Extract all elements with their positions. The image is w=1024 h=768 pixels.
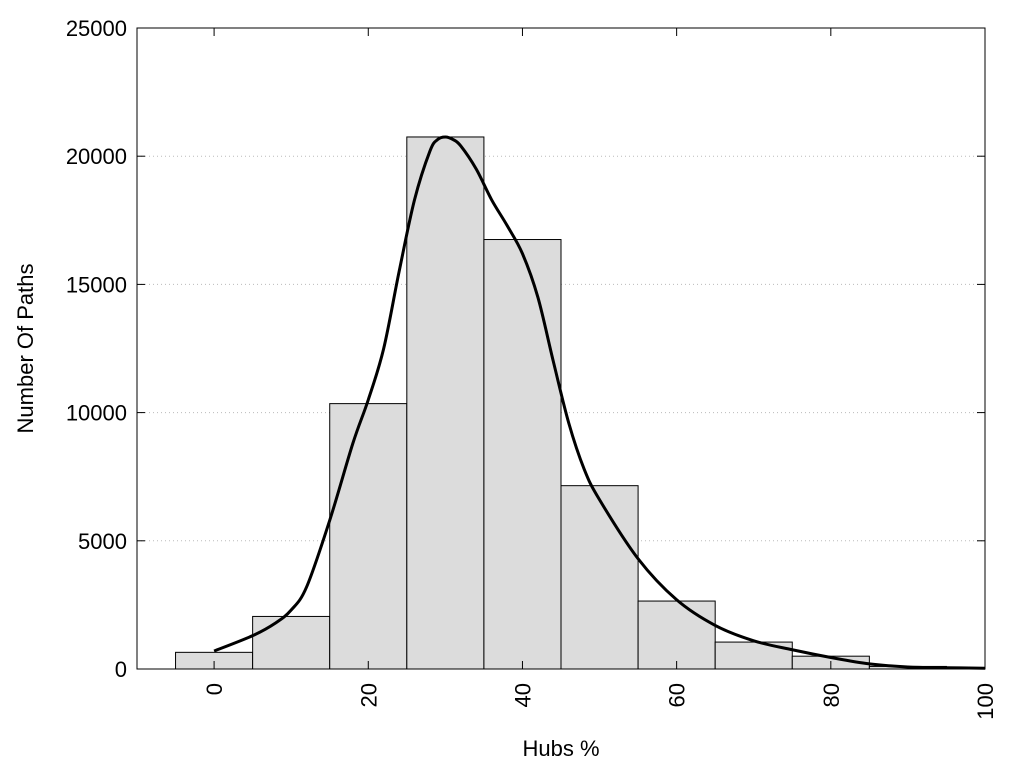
x-tick-label: 60 <box>665 683 690 707</box>
y-tick-label: 15000 <box>66 272 127 297</box>
x-tick-label: 0 <box>202 683 227 695</box>
x-axis-title: Hubs % <box>522 736 599 761</box>
x-axis-ticks: 0 20 40 60 80 100 <box>202 28 998 720</box>
density-curve <box>213 135 986 670</box>
histogram-bar <box>560 485 639 670</box>
histogram-bar <box>637 600 716 670</box>
x-tick-label: 20 <box>356 683 381 707</box>
histogram-bar <box>252 615 331 670</box>
y-tick-label: 0 <box>115 657 127 682</box>
y-tick-label: 20000 <box>66 144 127 169</box>
x-tick-label: 40 <box>510 683 535 707</box>
histogram-bar <box>483 239 562 670</box>
y-axis-ticks: 0 5000 10000 15000 20000 25000 <box>66 16 985 682</box>
plot-frame <box>136 27 986 670</box>
y-axis-title: Number Of Paths <box>13 264 38 434</box>
bars-group <box>175 136 986 670</box>
histogram-bar <box>406 136 485 670</box>
y-tick-label: 5000 <box>78 529 127 554</box>
density-curve-group <box>213 135 986 670</box>
x-tick-label: 80 <box>819 683 844 707</box>
y-tick-label: 25000 <box>66 16 127 41</box>
x-tick-label: 100 <box>973 683 998 720</box>
y-tick-label: 10000 <box>66 401 127 426</box>
histogram-bar <box>329 403 408 670</box>
